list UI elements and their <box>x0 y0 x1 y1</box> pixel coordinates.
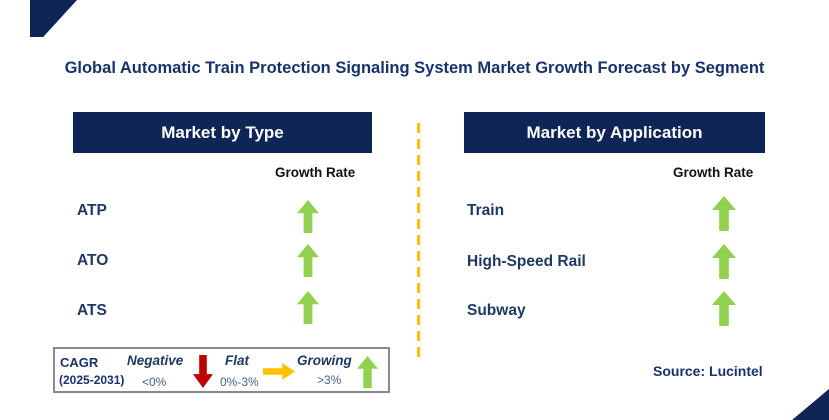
growth-up-arrow-icon <box>297 200 319 233</box>
row-label-ato: ATO <box>77 252 109 269</box>
row-label-train: Train <box>467 202 505 219</box>
growth-up-arrow-icon <box>712 291 736 326</box>
legend-flat-label: Flat <box>225 353 250 368</box>
growth-up-arrow-icon <box>712 244 736 279</box>
growth-rate-label-right: Growth Rate <box>673 165 754 180</box>
growth-up-arrow-icon <box>297 244 319 277</box>
row-label-high-speed-rail: High-Speed Rail <box>467 253 586 270</box>
cagr-legend: CAGR (2025-2031) Negative <0% Flat 0%-3%… <box>53 347 390 393</box>
row-label-subway: Subway <box>467 302 526 319</box>
page-title: Global Automatic Train Protection Signal… <box>64 59 765 77</box>
legend-negative-value: <0% <box>142 375 167 389</box>
cagr-period: (2025-2031) <box>59 373 125 387</box>
legend-negative-label: Negative <box>127 353 184 368</box>
cagr-label: CAGR <box>60 355 99 370</box>
negative-down-arrow-icon <box>193 355 213 388</box>
growing-up-arrow-icon <box>357 356 378 388</box>
legend-growing-label: Growing <box>297 353 352 368</box>
flat-right-arrow-icon <box>263 363 295 380</box>
corner-accent-top-left <box>30 0 77 37</box>
growth-up-arrow-icon <box>297 291 319 324</box>
row-label-ats: ATS <box>77 302 107 319</box>
legend-growing-value: >3% <box>317 373 342 387</box>
legend-flat-value: 0%-3% <box>220 375 259 389</box>
panel-header-market-by-application: Market by Application <box>464 112 765 153</box>
growth-rate-label-left: Growth Rate <box>275 165 356 180</box>
growth-up-arrow-icon <box>712 196 736 231</box>
source-credit: Source: Lucintel <box>653 363 763 379</box>
row-label-atp: ATP <box>77 202 107 219</box>
dashed-divider <box>417 123 420 363</box>
panel-header-market-by-type: Market by Type <box>73 112 372 153</box>
corner-accent-bottom-right <box>792 389 829 420</box>
